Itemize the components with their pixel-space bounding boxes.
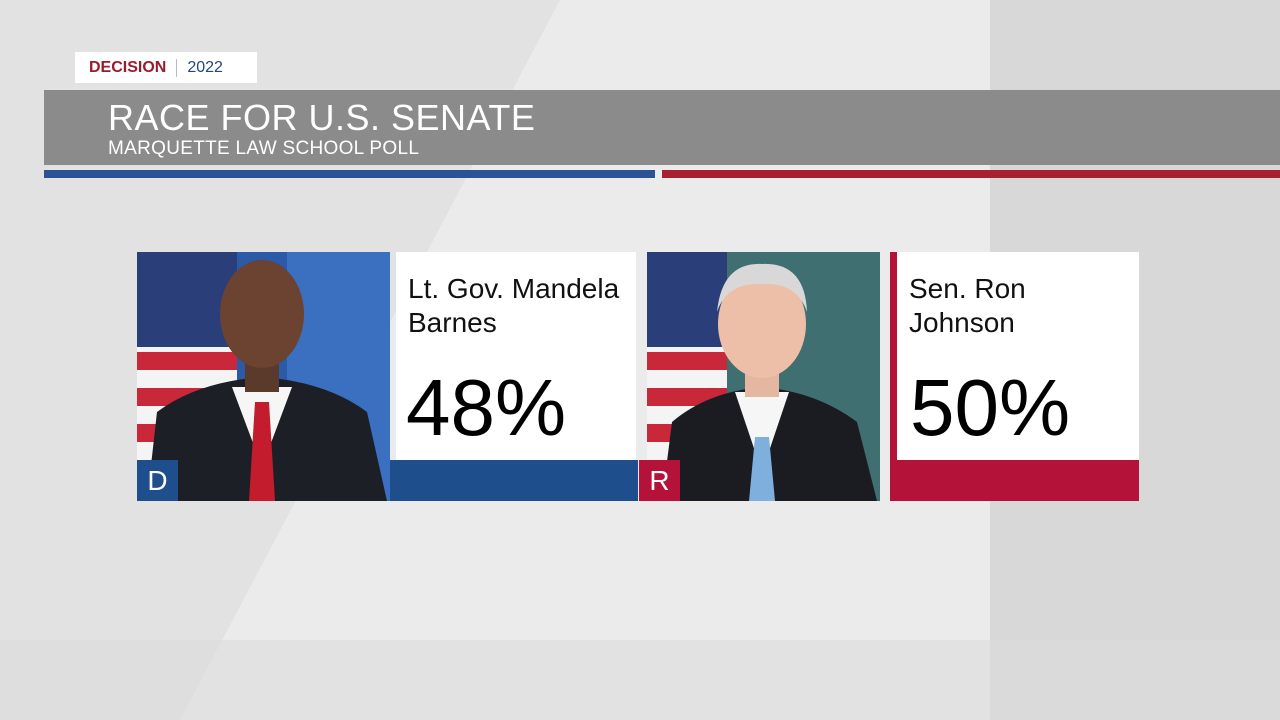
candidate-box — [897, 252, 1139, 460]
party-badge: D — [137, 460, 178, 501]
poll-percent: 50% — [910, 363, 1071, 452]
poll-percent: 48% — [406, 363, 567, 452]
name-line: Johnson — [909, 307, 1015, 338]
badge-year: 2022 — [187, 58, 223, 76]
red-stripe — [662, 170, 1280, 178]
badge-label: DECISION — [75, 58, 178, 77]
title: RACE FOR U.S. SENATE — [108, 97, 536, 138]
candidate-name: Lt. Gov. Mandela Barnes — [408, 272, 619, 340]
name-line: Sen. Ron — [909, 273, 1026, 304]
candidate-photo — [137, 252, 390, 501]
decision-badge: DECISION 2022 — [75, 52, 257, 83]
blue-stripe — [44, 170, 655, 178]
candidate-photo — [647, 252, 880, 501]
subtitle: MARQUETTE LAW SCHOOL POLL — [108, 138, 420, 159]
party-badge: R — [639, 460, 680, 501]
name-line: Lt. Gov. Mandela — [408, 273, 620, 304]
name-line: Barnes — [408, 307, 497, 338]
candidate-name: Sen. Ron Johnson — [909, 272, 1026, 340]
candidate-box — [396, 252, 636, 460]
party-bar — [390, 460, 638, 501]
header-banner — [44, 90, 1280, 165]
